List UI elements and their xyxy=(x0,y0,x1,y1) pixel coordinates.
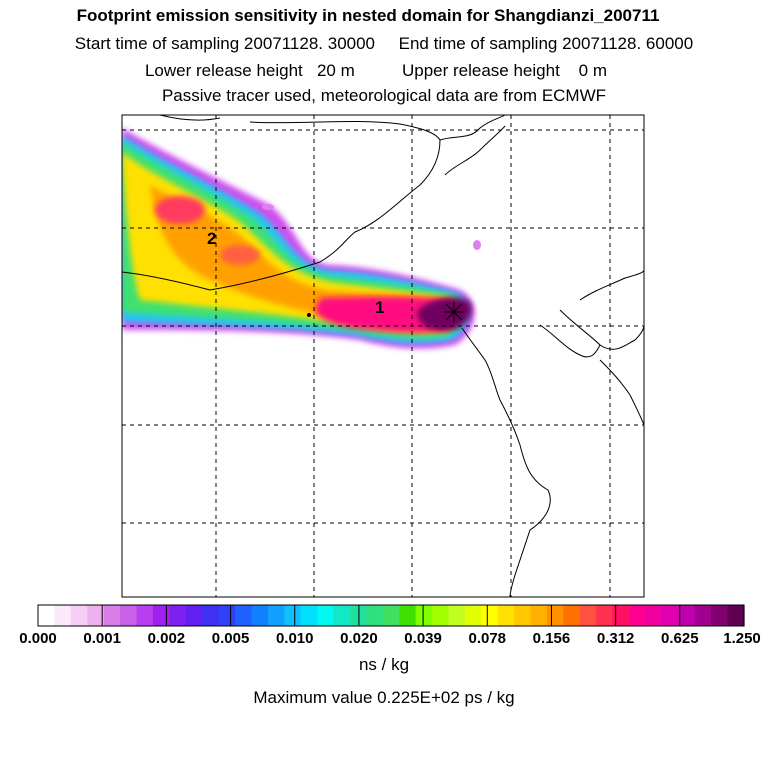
colorbar-cell xyxy=(54,605,72,626)
cluster-label-2: 2 xyxy=(207,229,216,248)
colorbar-cell xyxy=(169,605,187,626)
colorbar-cell xyxy=(678,605,696,626)
colorbar-cell xyxy=(579,605,597,626)
colorbar-tick-label: 0.001 xyxy=(83,630,121,647)
colorbar-cell xyxy=(70,605,88,626)
colorbar-cell xyxy=(727,605,745,626)
colorbar-cell xyxy=(629,605,647,626)
colorbar-cell xyxy=(251,605,269,626)
colorbar-tick-label: 1.250 xyxy=(723,630,761,647)
plume-contour-yellow xyxy=(122,152,459,334)
colorbar-cell xyxy=(415,605,433,626)
colorbar-units: ns / kg xyxy=(358,655,410,674)
colorbar-tick-label: 0.312 xyxy=(596,630,635,647)
colorbar-cell xyxy=(333,605,351,626)
colorbar-cell xyxy=(382,605,400,626)
colorbar-cell xyxy=(235,605,253,626)
colorbar-tick-label: 0.005 xyxy=(211,630,250,647)
colorbar-cell xyxy=(218,605,236,626)
plume-field xyxy=(122,115,644,597)
plume-hotspot-west xyxy=(155,196,205,224)
colorbar-cell xyxy=(596,605,614,626)
release-point-dot xyxy=(307,313,311,317)
colorbar-cells xyxy=(38,605,745,626)
colorbar-tick-label: 0.002 xyxy=(147,630,186,647)
colorbar-cell xyxy=(284,605,302,626)
colorbar-cell xyxy=(103,605,121,626)
colorbar-cell xyxy=(530,605,548,626)
colorbar-cell xyxy=(645,605,663,626)
colorbar-cell xyxy=(612,605,630,626)
colorbar-tick-label: 0.020 xyxy=(340,630,378,647)
plot-title: Footprint emission sensitivity in nested… xyxy=(76,6,660,25)
colorbar-tick-label: 0.156 xyxy=(532,630,571,647)
colorbar-cell xyxy=(399,605,417,626)
colorbar-cell xyxy=(38,605,56,626)
receptor-star-icon xyxy=(444,302,464,322)
colorbar-cell xyxy=(546,605,564,626)
plume-hotspot-mid xyxy=(220,245,260,265)
colorbar-cell xyxy=(317,605,335,626)
colorbar-cell xyxy=(202,605,220,626)
cluster-label-1: 1 xyxy=(375,298,384,317)
colorbar-cell xyxy=(481,605,499,626)
colorbar-tick-label: 0.625 xyxy=(661,630,699,647)
plume-blob xyxy=(473,240,481,250)
colorbar-cell xyxy=(514,605,532,626)
data-source-line: Passive tracer used, meteorological data… xyxy=(161,86,607,105)
colorbar-cell xyxy=(563,605,581,626)
colorbar-tick-label: 0.078 xyxy=(468,630,507,647)
colorbar-tick-label: 0.010 xyxy=(275,630,314,647)
colorbar-cell xyxy=(432,605,450,626)
graticule xyxy=(122,115,644,597)
colorbar-cell xyxy=(694,605,712,626)
colorbar-cell xyxy=(661,605,679,626)
map-frame xyxy=(121,114,645,598)
colorbar-cell xyxy=(464,605,482,626)
colorbar-tick-label: 0.000 xyxy=(19,630,57,647)
sampling-time-line: Start time of sampling 20071128. 30000 E… xyxy=(74,34,694,53)
colorbar-cell xyxy=(267,605,285,626)
plume-contour-maximum xyxy=(417,297,472,331)
colorbar-cell xyxy=(152,605,170,626)
plume-blob-2 xyxy=(262,204,274,210)
colorbar-cell xyxy=(300,605,318,626)
release-height-line: Lower release height 20 m Upper release … xyxy=(144,61,608,80)
colorbar-cell xyxy=(497,605,515,626)
colorbar-cell xyxy=(87,605,105,626)
colorbar-tick-label: 0.039 xyxy=(404,630,442,647)
colorbar-cell xyxy=(366,605,384,626)
colorbar-cell xyxy=(120,605,138,626)
colorbar-cell xyxy=(136,605,154,626)
maximum-value: Maximum value 0.225E+02 ps / kg xyxy=(253,688,515,707)
colorbar-cell xyxy=(711,605,729,626)
colorbar-frame xyxy=(37,604,745,627)
colorbar-cell xyxy=(185,605,203,626)
coastlines xyxy=(122,115,644,597)
colorbar-cell xyxy=(448,605,466,626)
